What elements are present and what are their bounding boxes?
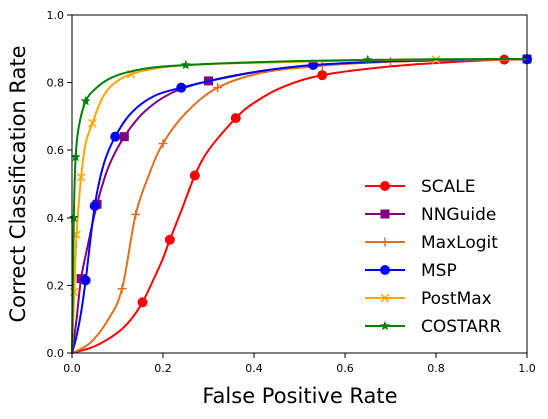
data-point-msp — [89, 200, 100, 211]
y-tick-label: 0.8 — [47, 77, 65, 90]
data-point-postmax — [88, 118, 97, 128]
y-tick-label: 0.2 — [47, 279, 65, 292]
legend-item-msp: MSP — [365, 261, 457, 281]
data-point-maxlogit — [158, 138, 168, 148]
y-tick-label: 1.0 — [47, 9, 65, 22]
data-point-maxlogit — [131, 209, 141, 219]
legend-label-costarr: COSTARR — [421, 317, 502, 337]
x-tick-label: 0.6 — [336, 362, 354, 375]
x-tick-label: 0.8 — [427, 362, 445, 375]
legend-marker-costarr — [379, 320, 391, 331]
legend-marker-maxlogit — [380, 237, 390, 247]
series-scale — [71, 54, 528, 354]
legend-label-maxlogit: MaxLogit — [421, 233, 498, 253]
plot-frame — [71, 14, 528, 354]
data-point-maxlogit — [213, 83, 223, 93]
legend-item-nnguide: NNGuide — [365, 205, 496, 225]
data-point-scale — [317, 70, 328, 81]
legend-item-maxlogit: MaxLogit — [365, 233, 498, 253]
legend-marker-msp — [380, 265, 390, 275]
data-point-costarr — [80, 95, 91, 106]
data-point-scale — [164, 234, 175, 245]
legend-item-scale: SCALE — [365, 177, 476, 197]
legend-item-costarr: COSTARR — [365, 317, 502, 337]
data-point-maxlogit — [317, 61, 327, 71]
data-point-costarr — [180, 59, 191, 70]
data-point-scale — [230, 113, 241, 124]
data-point-costarr — [68, 212, 79, 223]
x-tick-label: 0.2 — [154, 362, 172, 375]
y-axis-title: Correct Classification Rate — [6, 45, 30, 322]
x-axis-title: False Positive Rate — [202, 384, 397, 408]
y-tick-label: 0.6 — [47, 144, 65, 157]
y-tick-label: 0.0 — [47, 347, 65, 360]
x-tick-label: 0.4 — [245, 362, 263, 375]
legend-label-postmax: PostMax — [421, 289, 492, 309]
data-point-scale — [189, 170, 200, 181]
y-tick-label: 0.4 — [47, 212, 65, 225]
x-tick-label: 0.0 — [63, 362, 81, 375]
plot-area — [68, 54, 532, 354]
data-point-msp — [110, 131, 121, 142]
legend-marker-nnguide — [380, 209, 390, 219]
legend-item-postmax: PostMax — [365, 289, 492, 309]
data-point-scale — [137, 297, 148, 308]
data-point-msp — [176, 82, 187, 93]
legend-marker-postmax — [380, 293, 390, 303]
data-point-maxlogit — [117, 284, 127, 294]
legend-label-nnguide: NNGuide — [421, 205, 496, 225]
series-costarr — [68, 54, 528, 354]
legend: SCALE NNGuide MaxLogit MSP PostMax COSTARR — [365, 177, 502, 337]
data-point-nnguide — [119, 132, 129, 142]
data-point-msp — [80, 275, 91, 286]
data-point-postmax — [76, 172, 86, 182]
x-tick-label: 1.0 — [518, 362, 536, 375]
legend-label-msp: MSP — [421, 261, 457, 281]
axes: 0.0 0.2 0.4 0.6 0.8 1.0 0.0 0.2 0.4 0.6 0.8 1.0 — [47, 9, 536, 375]
legend-marker-scale — [380, 181, 390, 191]
legend-label-scale: SCALE — [421, 177, 476, 197]
data-point-costarr — [362, 54, 373, 65]
data-point-costarr — [70, 151, 81, 162]
